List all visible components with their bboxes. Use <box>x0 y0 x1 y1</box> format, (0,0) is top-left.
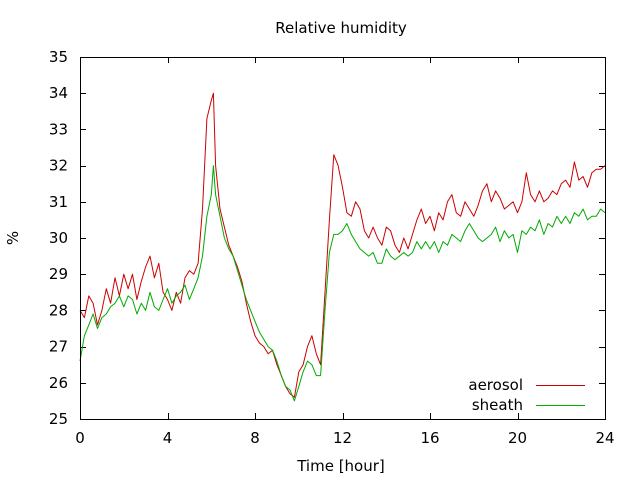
axis-ticks <box>80 57 606 420</box>
y-tick-labels: 25 26 27 28 29 30 31 32 33 34 35 <box>49 48 68 428</box>
y-tick-label: 33 <box>49 120 68 138</box>
y-tick-label: 28 <box>49 301 68 319</box>
series-line-sheath <box>79 165 606 402</box>
y-tick-label: 34 <box>49 84 68 102</box>
x-tick-label: 8 <box>250 429 260 447</box>
y-tick-label: 26 <box>49 374 68 392</box>
series-line-aerosol <box>79 92 606 398</box>
y-tick-label: 35 <box>49 48 68 66</box>
y-tick-label: 30 <box>49 229 68 247</box>
legend: aerosol sheath <box>468 376 585 414</box>
legend-label: sheath <box>472 396 523 414</box>
y-tick-label: 32 <box>49 157 68 175</box>
legend-label: aerosol <box>468 376 523 394</box>
x-tick-labels: 0 4 8 12 16 20 24 <box>75 429 614 447</box>
y-tick-label: 29 <box>49 265 68 283</box>
x-tick-label: 24 <box>595 429 614 447</box>
x-axis-label: Time [hour] <box>296 457 385 475</box>
plot-frame <box>80 57 606 420</box>
series-lines <box>79 92 606 402</box>
x-tick-label: 4 <box>163 429 173 447</box>
y-tick-label: 27 <box>49 338 68 356</box>
y-axis-label: % <box>4 231 22 245</box>
x-tick-label: 20 <box>508 429 527 447</box>
y-tick-label: 31 <box>49 193 68 211</box>
x-tick-label: 0 <box>75 429 85 447</box>
x-tick-label: 12 <box>333 429 352 447</box>
chart-title: Relative humidity <box>275 19 407 37</box>
y-tick-label: 25 <box>49 410 68 428</box>
x-tick-label: 16 <box>420 429 439 447</box>
